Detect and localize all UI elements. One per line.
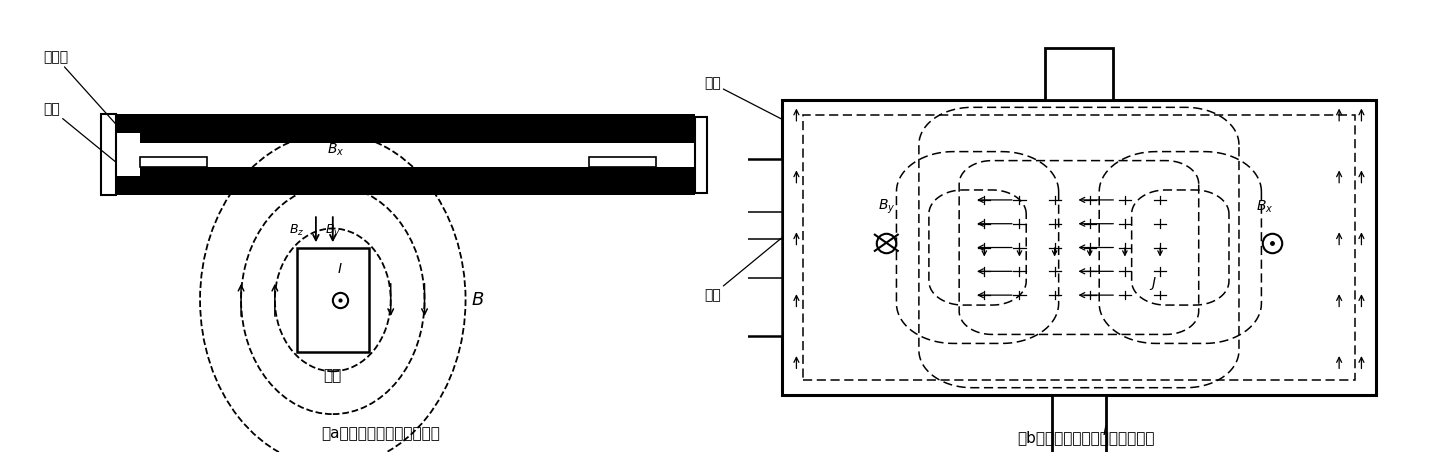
Bar bbox=[1051, 395, 1106, 459]
Bar bbox=[139, 167, 695, 176]
Text: （b）板件内部磁场以及电流分布: （b）板件内部磁场以及电流分布 bbox=[1017, 430, 1155, 446]
Bar bbox=[695, 117, 707, 193]
Bar bbox=[139, 157, 207, 167]
Text: $B_y$: $B_y$ bbox=[325, 222, 341, 239]
Bar bbox=[804, 115, 1355, 380]
Bar bbox=[115, 176, 695, 195]
Text: $I$: $I$ bbox=[336, 262, 342, 276]
Bar bbox=[296, 248, 370, 352]
Bar bbox=[1045, 48, 1113, 100]
Text: 飞板: 飞板 bbox=[703, 238, 782, 302]
Text: 垫片: 垫片 bbox=[43, 102, 115, 162]
Text: $B_z$: $B_z$ bbox=[289, 223, 305, 238]
Bar bbox=[115, 114, 695, 133]
Bar bbox=[782, 100, 1376, 395]
Text: $J$: $J$ bbox=[1149, 275, 1158, 292]
Bar bbox=[139, 133, 695, 143]
Bar bbox=[720, 159, 782, 336]
Text: $I$: $I$ bbox=[1102, 424, 1107, 438]
Text: $B_y$: $B_y$ bbox=[877, 198, 894, 216]
Bar bbox=[101, 114, 115, 195]
Text: 基板: 基板 bbox=[703, 76, 782, 119]
Text: 线圈: 线圈 bbox=[324, 368, 342, 384]
Text: 固定块: 固定块 bbox=[43, 50, 115, 124]
Bar bbox=[588, 157, 656, 167]
Text: $B_x$: $B_x$ bbox=[326, 142, 344, 158]
Text: $B$: $B$ bbox=[472, 291, 485, 309]
Text: $B_x$: $B_x$ bbox=[1257, 199, 1274, 215]
Text: （a）电磁脉冲板件焊接装配: （a）电磁脉冲板件焊接装配 bbox=[322, 426, 440, 441]
